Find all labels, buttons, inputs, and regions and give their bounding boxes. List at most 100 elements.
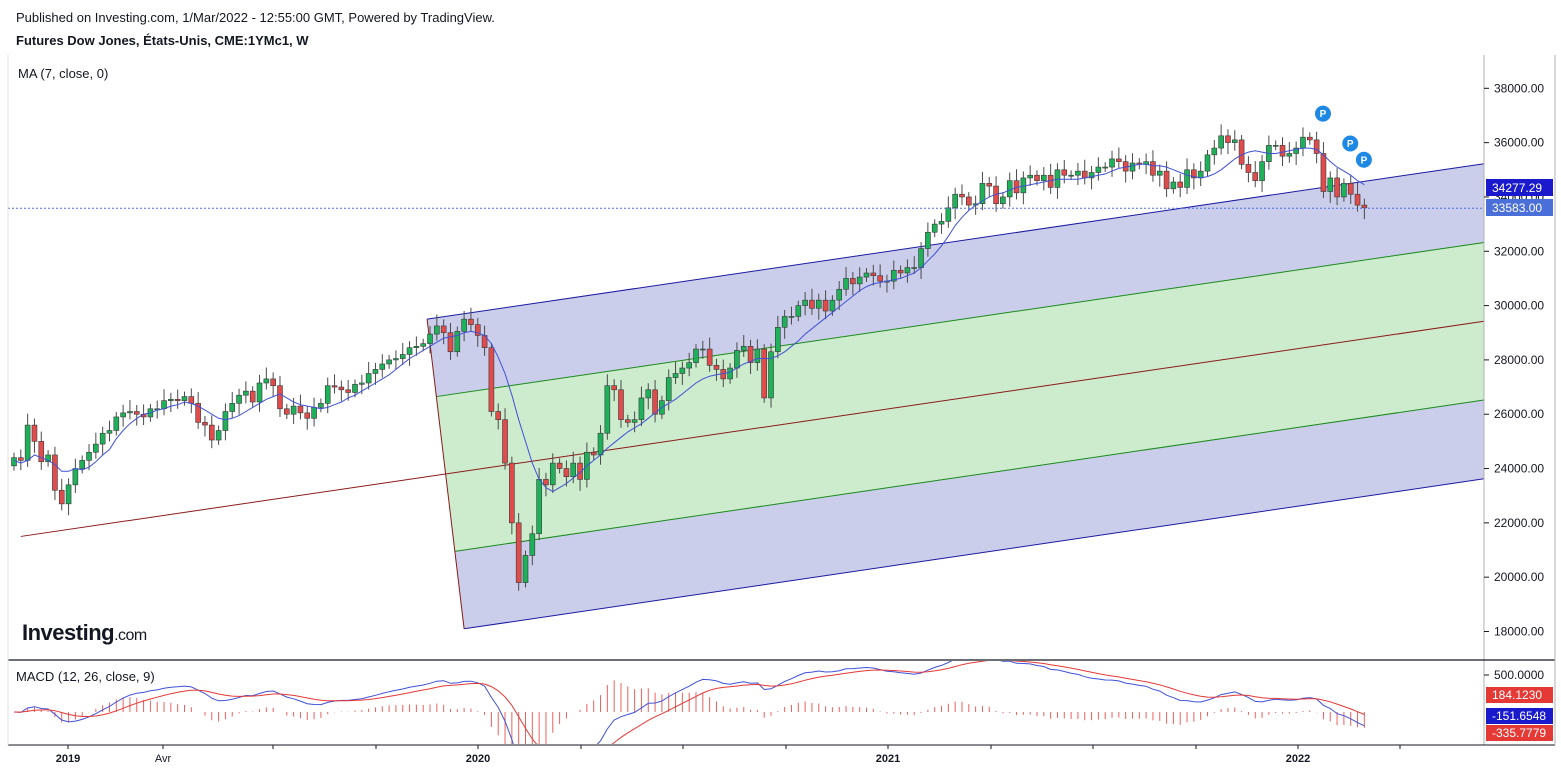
candle	[161, 389, 167, 416]
candle-body	[1231, 139, 1238, 143]
candle	[215, 425, 222, 445]
candle-body	[31, 424, 38, 442]
price-label-text: 33583.00	[1492, 201, 1542, 215]
candle-body	[686, 362, 692, 369]
candle-body	[338, 386, 345, 391]
candle	[890, 260, 897, 290]
candle-body	[775, 327, 781, 353]
candle-body	[1156, 170, 1163, 176]
candle	[1156, 164, 1163, 187]
candle-body	[222, 411, 229, 431]
candle-body	[1354, 193, 1361, 206]
candle-body	[1225, 135, 1231, 143]
candle	[1279, 137, 1286, 166]
candle-body	[1307, 136, 1313, 141]
candle-body	[945, 207, 952, 222]
badge-circle	[1342, 135, 1359, 152]
macd-indicator-label[interactable]: MACD (12, 26, close, 9)	[16, 669, 155, 684]
x-tick-label: 2022	[1286, 753, 1310, 765]
candle-body	[236, 394, 242, 404]
candle	[509, 456, 515, 535]
candle	[318, 398, 324, 413]
candle-body	[822, 299, 829, 312]
candle	[38, 431, 45, 470]
candle-body	[488, 347, 495, 412]
macd-value-text: -335.7779	[1492, 726, 1546, 740]
candle	[1102, 162, 1108, 172]
candle-body	[352, 384, 358, 393]
candle	[79, 455, 85, 474]
candle-body	[1204, 154, 1211, 172]
candle	[1027, 165, 1033, 187]
candle	[99, 426, 106, 456]
price-label-box	[1486, 179, 1553, 196]
candle	[836, 281, 843, 310]
candle	[549, 453, 556, 493]
macd-value-label: -335.7779	[1486, 725, 1553, 741]
macd-value-text: 184.1230	[1492, 688, 1542, 702]
candle-body	[877, 275, 883, 282]
candle-body	[1218, 135, 1224, 149]
candle	[1286, 142, 1293, 163]
candle	[897, 265, 904, 278]
badge-letter: P	[1361, 155, 1368, 166]
candle-body	[897, 269, 904, 274]
candle	[1293, 141, 1299, 165]
candle-body	[120, 412, 126, 418]
candle-body	[638, 397, 645, 420]
candle	[1177, 173, 1184, 198]
macd-line	[13, 661, 1365, 744]
y-tick-label: 26000.00	[1494, 407, 1544, 421]
candle-body	[700, 348, 706, 351]
candle-body	[256, 382, 263, 403]
candle	[1259, 155, 1265, 193]
candle	[1095, 157, 1102, 181]
candle	[447, 322, 454, 360]
candle-body	[18, 457, 24, 461]
candle	[365, 362, 372, 390]
y-tick-label: 24000.00	[1494, 462, 1544, 476]
candle-body	[243, 390, 249, 396]
ma-indicator-label[interactable]: MA (7, close, 0)	[18, 66, 109, 81]
pitchfork-inner-zone	[436, 242, 1485, 552]
candle-body	[45, 454, 51, 463]
macd-value-box	[1486, 708, 1553, 724]
ma-line	[13, 147, 1365, 493]
macd-value-label: 184.1230	[1486, 687, 1553, 703]
candle-body	[1177, 181, 1184, 188]
candle	[631, 411, 638, 433]
candle-body	[1170, 181, 1177, 190]
candle-body	[590, 451, 597, 456]
x-tick-label: 2021	[876, 753, 900, 765]
candle-body	[815, 299, 822, 309]
candle-body	[379, 363, 386, 370]
candle	[58, 478, 65, 511]
candle-body	[1081, 170, 1088, 179]
candle-body	[795, 305, 802, 317]
pitchfork-lower-line	[464, 478, 1485, 630]
candle	[86, 444, 92, 471]
candle	[372, 362, 379, 385]
y-tick-label: 22000.00	[1494, 516, 1544, 530]
macd-pane	[13, 661, 1365, 744]
candle	[768, 343, 774, 408]
macd-plot	[13, 661, 1365, 744]
candle	[706, 337, 713, 372]
candle	[502, 408, 508, 470]
candle-body	[263, 378, 270, 384]
candle	[870, 264, 877, 286]
candle	[727, 363, 733, 384]
badge-circle	[1314, 105, 1331, 122]
candle-body	[474, 324, 481, 336]
candle	[1020, 171, 1027, 205]
candle	[931, 219, 938, 238]
candle	[1184, 158, 1190, 194]
candle-body	[208, 424, 215, 441]
y-tick-label: 18000.00	[1494, 625, 1544, 639]
candle-body	[133, 411, 140, 415]
candle-body	[58, 489, 65, 505]
candle	[986, 176, 993, 198]
candle	[740, 334, 747, 357]
candle-body	[747, 346, 754, 363]
